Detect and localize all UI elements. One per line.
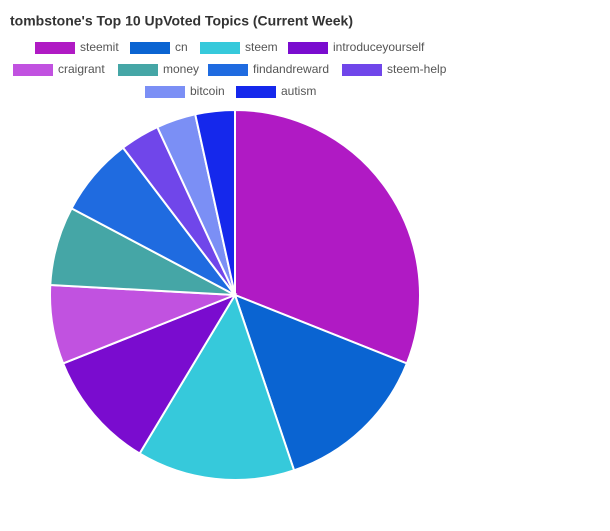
legend-label: bitcoin — [190, 84, 225, 98]
legend-label: steem-help — [387, 62, 447, 76]
legend-label: autism — [281, 84, 316, 98]
legend-label: craigrant — [58, 62, 105, 76]
legend-swatch — [208, 64, 248, 76]
legend-label: money — [163, 62, 199, 76]
pie-slice — [61, 292, 238, 455]
legend-label: introduceyourself — [333, 40, 425, 54]
legend-swatch — [13, 64, 53, 76]
pie-slice — [233, 293, 409, 472]
legend-swatch — [288, 42, 328, 54]
legend-swatch — [35, 42, 75, 54]
legend-swatch — [236, 86, 276, 98]
legend-swatch — [200, 42, 240, 54]
legend-swatch — [145, 86, 185, 98]
legend-swatch — [130, 42, 170, 54]
pie-slice — [194, 108, 236, 296]
legend-swatch — [118, 64, 158, 76]
legend-label: findandreward — [253, 62, 329, 76]
pie-slice — [138, 292, 296, 481]
legend-label: steemit — [80, 40, 119, 54]
legend-label: steem — [245, 40, 278, 54]
legend-label: cn — [175, 40, 188, 54]
chart-title: tombstone's Top 10 UpVoted Topics (Curre… — [10, 13, 353, 29]
pie-slice — [234, 108, 421, 365]
legend-swatch — [342, 64, 382, 76]
